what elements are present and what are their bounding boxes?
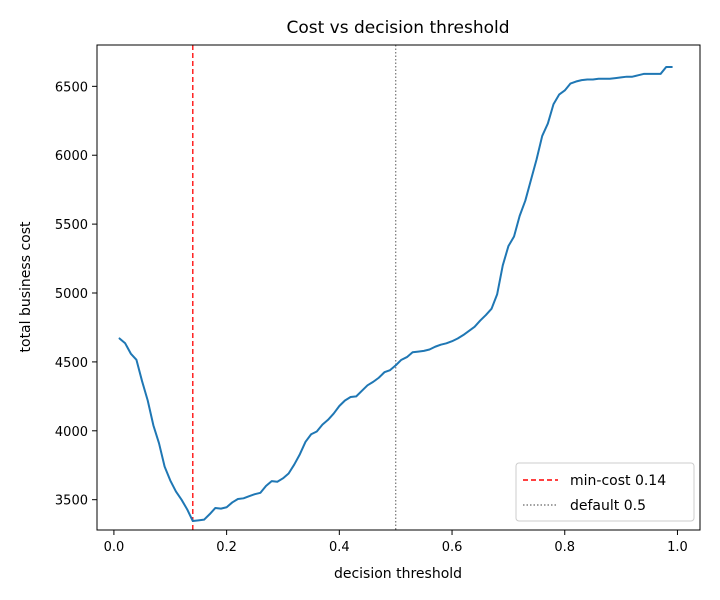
x-tick-label: 0.6 [442,540,463,555]
y-axis-label: total business cost [18,221,34,352]
y-tick-label: 5500 [55,218,88,233]
y-tick-label: 4000 [55,425,88,440]
x-axis: 0.0 0.2 0.4 0.6 0.8 1.0 [104,530,688,555]
y-axis: 3500 4000 4500 5000 5500 6000 6500 [55,80,97,509]
series-line-0 [118,66,673,523]
y-tick-label: 3500 [55,494,88,509]
x-tick-label: 1.0 [667,540,688,555]
legend-box [515,462,695,522]
y-tick-label: 5000 [55,287,88,302]
x-tick-label: 0.4 [329,540,350,555]
y-tick-label: 6500 [55,80,88,95]
x-tick-label: 0.8 [554,540,575,555]
legend-label-default: default 0.5 [570,498,646,514]
plot-area [118,45,673,530]
x-tick-label: 0.0 [104,540,125,555]
x-tick-label: 0.2 [216,540,237,555]
plot-frame [96,44,701,531]
legend: min-cost 0.14 default 0.5 [515,462,695,522]
y-tick-label: 4500 [55,356,88,371]
y-tick-label: 6000 [55,149,88,164]
legend-label-min-cost: min-cost 0.14 [570,473,666,489]
x-axis-label: decision threshold [334,566,462,582]
chart-title: Cost vs decision threshold [286,18,509,38]
